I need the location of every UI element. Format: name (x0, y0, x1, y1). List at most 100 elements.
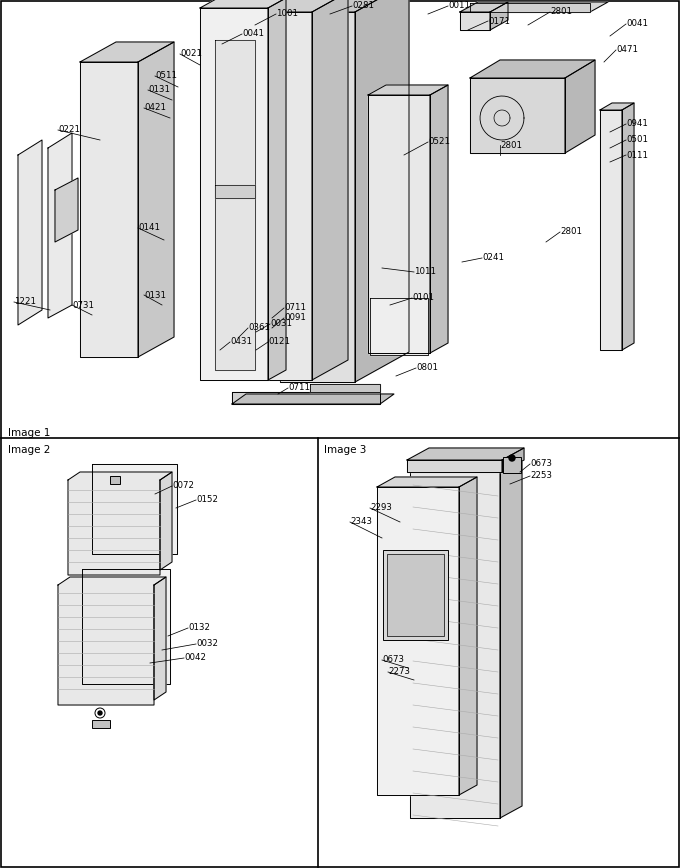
Text: 0032: 0032 (196, 640, 218, 648)
Text: 0072: 0072 (172, 482, 194, 490)
Polygon shape (200, 8, 268, 380)
Polygon shape (460, 2, 508, 12)
Text: 0041: 0041 (242, 30, 264, 38)
Polygon shape (410, 470, 500, 818)
Text: 0941: 0941 (626, 120, 648, 128)
Text: 0711: 0711 (288, 384, 310, 392)
Polygon shape (470, 60, 595, 78)
Polygon shape (460, 2, 608, 12)
Bar (92, 720, 110, 728)
Text: 0171: 0171 (488, 16, 510, 25)
Polygon shape (215, 40, 255, 370)
Circle shape (95, 708, 105, 718)
Polygon shape (154, 577, 166, 700)
Text: 0131: 0131 (148, 86, 170, 95)
Text: 1011: 1011 (414, 267, 436, 277)
Polygon shape (138, 42, 174, 357)
Polygon shape (490, 2, 508, 30)
Text: 0011: 0011 (448, 2, 470, 10)
Polygon shape (600, 103, 634, 110)
Polygon shape (160, 472, 172, 570)
Polygon shape (200, 0, 286, 8)
Polygon shape (18, 140, 42, 325)
Text: 0431: 0431 (230, 338, 252, 346)
Polygon shape (80, 42, 174, 62)
Text: 0521: 0521 (428, 137, 450, 147)
Text: 0673: 0673 (382, 655, 404, 665)
Polygon shape (407, 448, 524, 460)
Text: 1001: 1001 (276, 10, 298, 18)
Text: 0152: 0152 (196, 496, 218, 504)
Bar (387, 554, 444, 636)
Circle shape (509, 455, 515, 461)
Text: 0131: 0131 (144, 291, 166, 299)
Text: 1221: 1221 (14, 298, 36, 306)
Polygon shape (368, 95, 430, 353)
Polygon shape (407, 460, 502, 472)
Text: Image 3: Image 3 (324, 445, 367, 455)
Text: 0221: 0221 (58, 126, 80, 135)
Polygon shape (312, 0, 348, 380)
Polygon shape (502, 448, 524, 472)
Polygon shape (310, 384, 380, 392)
Polygon shape (377, 487, 459, 795)
Text: 0121: 0121 (268, 338, 290, 346)
Circle shape (98, 711, 102, 715)
Polygon shape (68, 472, 172, 575)
Text: 0421: 0421 (144, 103, 166, 113)
Text: 0101: 0101 (412, 293, 434, 303)
Text: 0132: 0132 (188, 623, 210, 633)
Text: 2801: 2801 (500, 141, 522, 149)
Polygon shape (240, 12, 312, 380)
Text: 0511: 0511 (155, 71, 177, 81)
Text: 0471: 0471 (616, 45, 638, 55)
Polygon shape (600, 110, 622, 350)
Polygon shape (268, 0, 286, 380)
Text: 2801: 2801 (550, 8, 572, 16)
Text: 0731: 0731 (72, 300, 94, 310)
Polygon shape (92, 464, 177, 554)
Text: 0042: 0042 (184, 654, 206, 662)
Text: 0361: 0361 (248, 324, 270, 332)
Text: 0041: 0041 (626, 19, 648, 29)
Text: 0091: 0091 (284, 313, 306, 323)
Text: 0801: 0801 (416, 364, 438, 372)
Bar (383, 550, 448, 640)
Text: 0673: 0673 (530, 459, 552, 469)
Polygon shape (232, 392, 380, 404)
Polygon shape (80, 62, 138, 357)
Text: 2253: 2253 (530, 471, 552, 481)
Polygon shape (500, 458, 522, 818)
Text: 0111: 0111 (626, 150, 648, 160)
Text: Image 1: Image 1 (8, 428, 50, 438)
Polygon shape (58, 577, 166, 705)
Polygon shape (82, 569, 170, 684)
Polygon shape (215, 185, 255, 198)
Polygon shape (459, 477, 477, 795)
Polygon shape (240, 0, 348, 12)
Text: 2801: 2801 (560, 227, 582, 236)
Text: 2343: 2343 (350, 517, 372, 527)
Bar (503, 457, 521, 473)
Text: 0241: 0241 (482, 253, 504, 262)
Polygon shape (370, 298, 428, 355)
Polygon shape (368, 85, 448, 95)
Polygon shape (55, 178, 78, 242)
Polygon shape (48, 133, 72, 318)
Polygon shape (470, 3, 590, 12)
Text: 0281: 0281 (352, 2, 374, 10)
Text: 0711: 0711 (284, 304, 306, 312)
Polygon shape (355, 0, 409, 382)
Text: 2293: 2293 (370, 503, 392, 512)
Polygon shape (565, 60, 595, 153)
Bar (110, 476, 120, 484)
Polygon shape (622, 103, 634, 350)
Polygon shape (460, 12, 490, 30)
Polygon shape (470, 78, 565, 153)
Polygon shape (280, 0, 409, 12)
Polygon shape (232, 394, 394, 404)
Text: 0021: 0021 (180, 49, 202, 58)
Text: Image 2: Image 2 (8, 445, 50, 455)
Text: 0501: 0501 (626, 135, 648, 144)
Polygon shape (430, 85, 448, 353)
